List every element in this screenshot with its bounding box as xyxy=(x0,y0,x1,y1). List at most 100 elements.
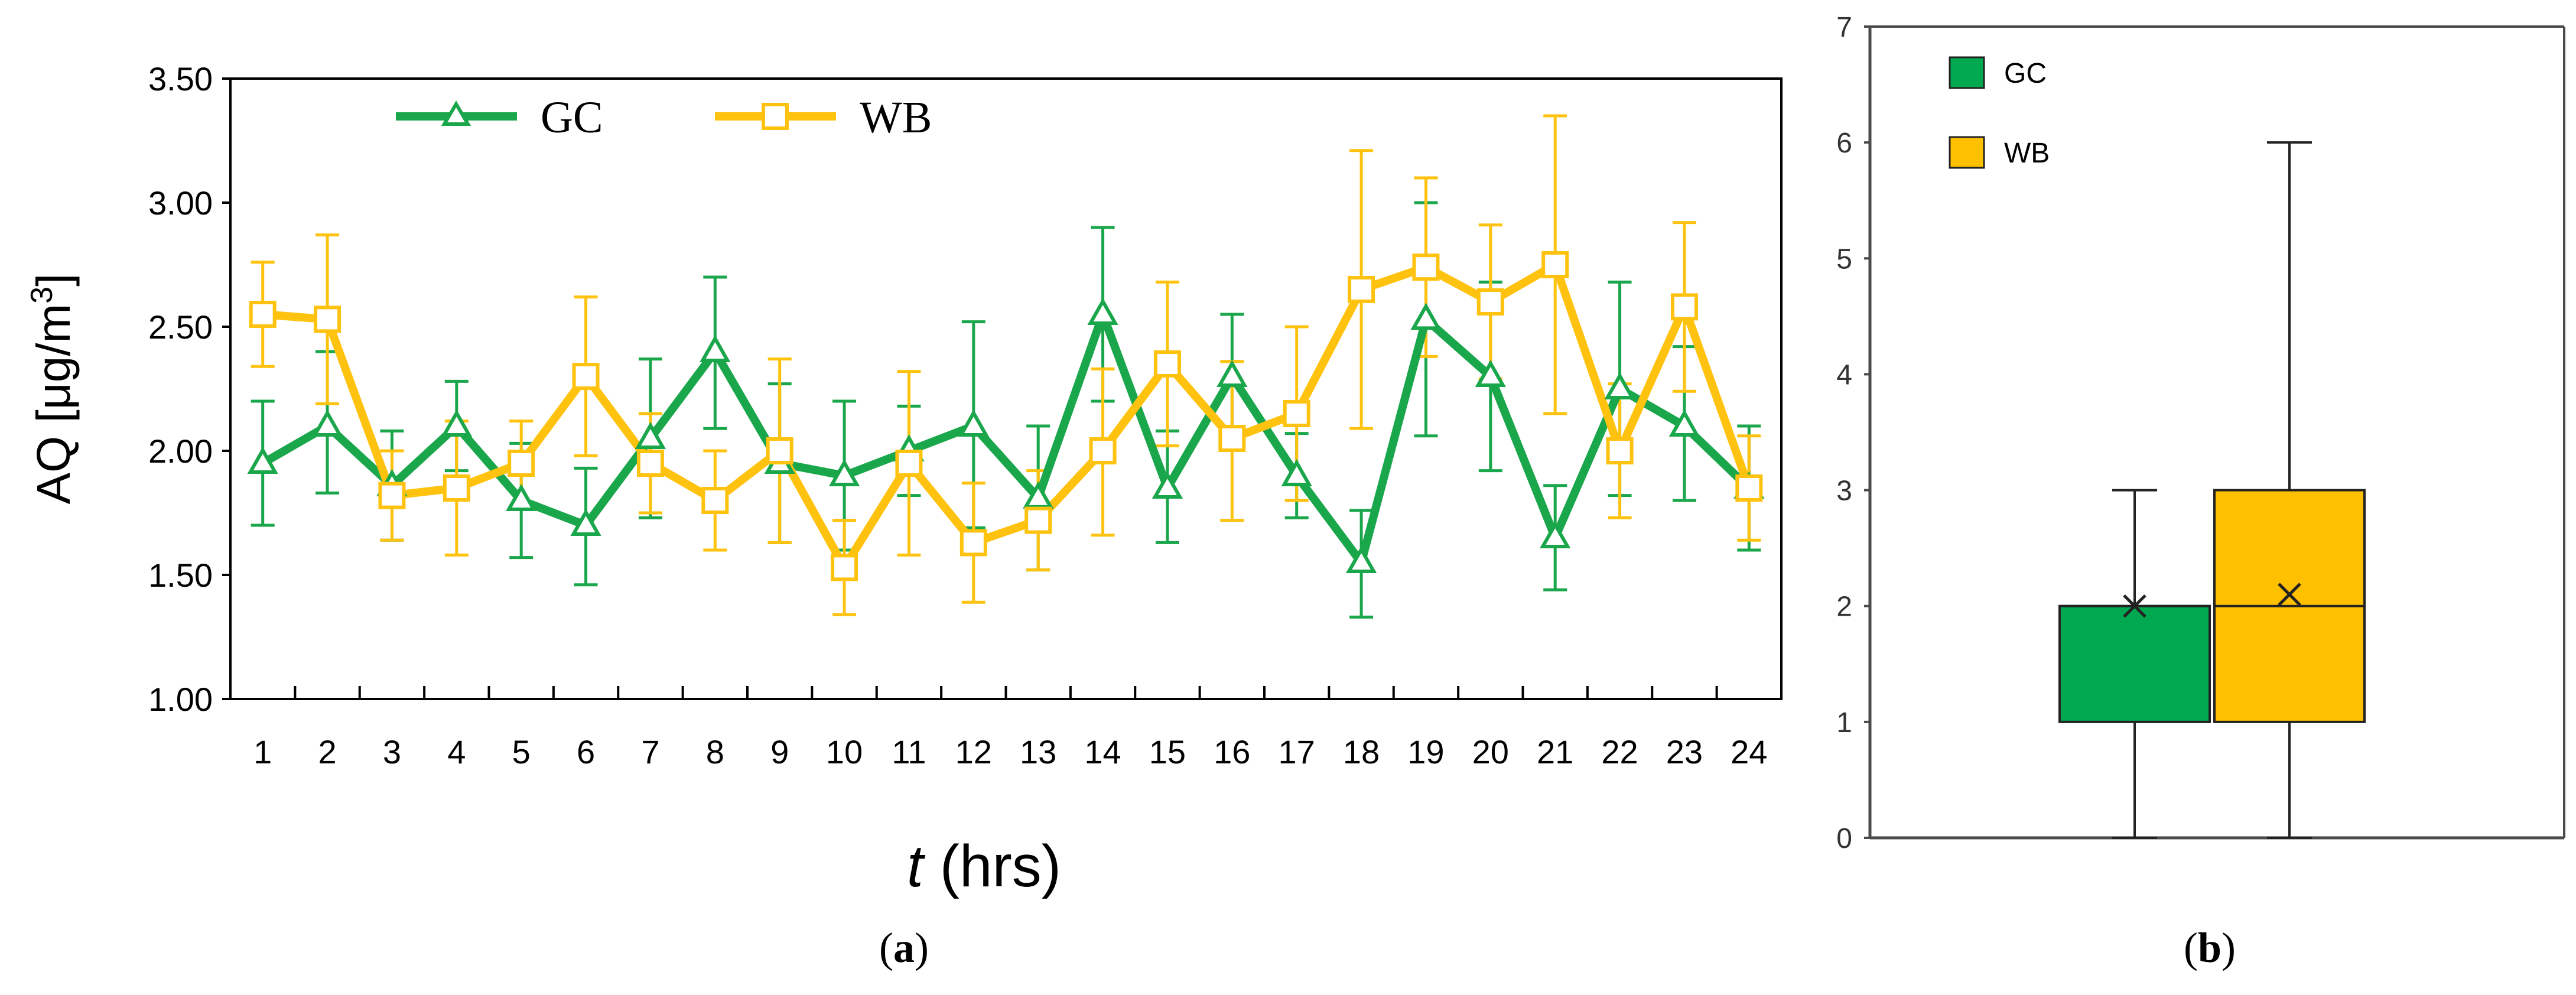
series-markers-gc xyxy=(247,297,1765,573)
series-wb xyxy=(251,114,1761,616)
data-point-wb xyxy=(1348,276,1375,303)
series-markers-wb xyxy=(249,251,1763,581)
data-point-gc xyxy=(247,446,278,474)
box-wb xyxy=(2213,141,2366,839)
data-point-gc xyxy=(506,483,537,511)
box-y-tick-label: 6 xyxy=(1836,128,1852,159)
data-point-gc xyxy=(1540,521,1571,548)
box-legend-gc-swatch xyxy=(1949,56,1985,89)
data-point-wb xyxy=(508,450,535,477)
y-tick-label: 1.00 xyxy=(148,681,213,718)
y-tick-label: 3.00 xyxy=(148,184,213,222)
box-iqr xyxy=(2058,604,2211,723)
x-tick-label: 15 xyxy=(1149,733,1186,770)
data-point-wb xyxy=(1089,437,1117,464)
box-legend-wb-label: WB xyxy=(2004,138,2050,169)
x-axis-label: t (hrs) xyxy=(907,833,1061,899)
x-tick-label: 16 xyxy=(1214,733,1250,770)
data-point-wb xyxy=(249,301,277,328)
x-tick-label: 17 xyxy=(1279,733,1315,770)
x-tick-label: 12 xyxy=(955,733,992,770)
x-tick-label: 19 xyxy=(1407,733,1444,770)
x-tick-label: 2 xyxy=(318,733,336,770)
x-tick-label: 18 xyxy=(1343,733,1380,770)
panel-label-a-letter: a xyxy=(893,924,915,971)
x-tick-label: 22 xyxy=(1601,733,1638,770)
data-point-wb xyxy=(636,450,664,477)
box-y-tick-label: 1 xyxy=(1836,707,1852,739)
data-point-gc xyxy=(1217,359,1248,387)
series-line-gc xyxy=(261,310,1752,567)
x-axis-label-var: t xyxy=(907,833,926,899)
box-gc xyxy=(2058,489,2211,839)
data-point-wb xyxy=(895,450,923,477)
legend: GC WB xyxy=(396,93,932,142)
panel-label-a-close: ) xyxy=(915,924,929,971)
data-point-wb xyxy=(1606,437,1634,464)
panel-label-a: (a) xyxy=(879,924,929,971)
box-y-axis-ticks: 0 1 2 3 4 5 6 7 xyxy=(1836,12,1870,854)
box-mean-marker xyxy=(2278,583,2301,606)
x-tick-label: 14 xyxy=(1084,733,1121,770)
box-y-tick-label: 7 xyxy=(1836,12,1852,43)
x-axis-ticks: 1 2 3 4 5 6 7 8 9 10 11 12 13 14 15 16 17 18 19 20 21 22 23 24 xyxy=(253,686,1767,770)
legend-gc-label: GC xyxy=(541,93,603,142)
x-tick-label: 6 xyxy=(577,733,595,770)
data-point-wb xyxy=(960,529,987,557)
data-point-wb xyxy=(1670,293,1698,321)
legend-wb-label: WB xyxy=(860,93,932,142)
data-point-gc xyxy=(311,409,343,437)
data-point-gc xyxy=(958,409,989,437)
box-legend: GC WB xyxy=(1949,56,2050,169)
data-point-wb xyxy=(378,482,406,509)
plot-frame xyxy=(229,77,1783,700)
x-tick-label: 24 xyxy=(1731,733,1767,770)
line-chart-panel: 1.001.502.002.503.003.50 1 2 3 4 5 6 7 8 9 10 11 12… xyxy=(25,60,1783,971)
data-point-wb xyxy=(831,554,858,581)
y-tick-label: 2.00 xyxy=(148,433,213,470)
panel-label-b: (b) xyxy=(2184,924,2236,971)
x-tick-label: 7 xyxy=(641,733,659,770)
y-axis-label: AQ [μg/m3] xyxy=(25,274,80,505)
data-point-wb xyxy=(1153,350,1181,378)
y-axis-label-sup: 3 xyxy=(25,287,59,304)
data-point-gc xyxy=(635,421,666,449)
data-point-gc xyxy=(1281,459,1312,486)
panel-label-b-letter: b xyxy=(2198,924,2222,971)
data-point-wb xyxy=(1541,251,1569,278)
data-point-wb xyxy=(1024,506,1052,534)
series-line xyxy=(261,310,1752,567)
data-point-gc xyxy=(700,334,731,362)
data-point-gc xyxy=(441,409,472,437)
data-point-gc xyxy=(1087,297,1118,325)
data-point-gc xyxy=(1410,303,1442,330)
x-tick-label: 20 xyxy=(1472,733,1509,770)
data-point-wb xyxy=(766,437,793,464)
box-y-tick-label: 5 xyxy=(1836,243,1852,275)
panel-label-b-open: ( xyxy=(2184,924,2198,971)
box-y-tick-label: 0 xyxy=(1836,823,1852,854)
legend-wb-marker xyxy=(762,103,789,130)
data-point-wb xyxy=(314,305,341,333)
box-y-tick-label: 3 xyxy=(1836,476,1852,507)
panel-label-b-close: ) xyxy=(2222,924,2236,971)
box-layer xyxy=(2058,141,2366,839)
box-y-tick-label: 4 xyxy=(1836,359,1852,391)
box-plot-panel: 0 1 2 3 4 5 6 7 GC WB (b) xyxy=(1836,12,2565,971)
series-layer xyxy=(247,114,1765,619)
data-point-wb xyxy=(1735,474,1763,502)
x-tick-label: 13 xyxy=(1020,733,1056,770)
data-point-gc xyxy=(1152,471,1183,499)
x-tick-label: 10 xyxy=(826,733,863,770)
data-point-gc xyxy=(1668,409,1700,437)
y-tick-label: 3.50 xyxy=(148,60,213,97)
x-tick-label: 1 xyxy=(253,733,272,770)
data-point-wb xyxy=(1283,400,1310,427)
x-tick-label: 23 xyxy=(1666,733,1703,770)
data-point-gc xyxy=(1345,545,1377,573)
box-mean-marker xyxy=(2123,594,2146,618)
x-tick-label: 3 xyxy=(383,733,401,770)
y-axis-label-close: ] xyxy=(27,274,80,287)
data-point-gc xyxy=(1475,359,1506,387)
